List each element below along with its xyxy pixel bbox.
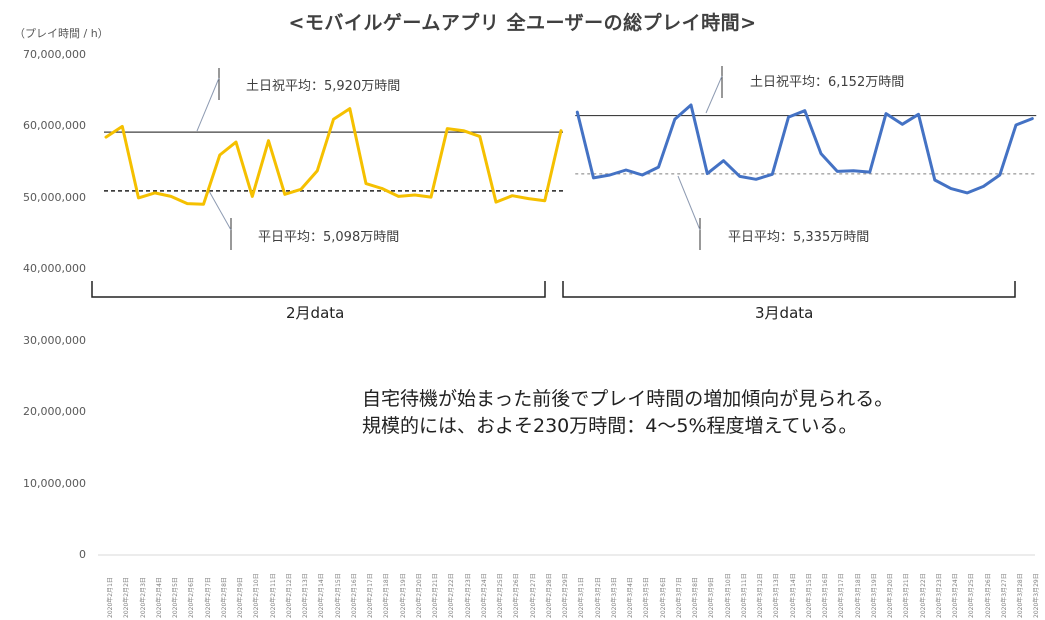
chart-title: <モバイルゲームアプリ 全ユーザーの総プレイ時間>: [288, 12, 757, 34]
y-tick-label: 10,000,000: [23, 476, 86, 490]
feb-brace-label: 2月data: [286, 304, 345, 322]
mar-brace-label: 3月data: [755, 304, 814, 322]
mar-weekend-callout-line: [705, 75, 723, 114]
mar-weekend-average-label: 土日祝平均：6,152万時間: [750, 75, 905, 90]
mar-weekday-average-label: 平日平均：5,335万時間: [728, 230, 870, 245]
feb-weekday-average-label: 平日平均：5,098万時間: [258, 230, 400, 245]
feb-series-line: [104, 107, 563, 206]
y-tick-label: 50,000,000: [23, 190, 86, 204]
comment-line-1: 自宅待機が始まった前後でプレイ時間の増加傾向が見られる。: [362, 388, 894, 410]
y-tick-label: 70,000,000: [23, 48, 86, 61]
y-tick-label: 30,000,000: [23, 333, 86, 347]
mar-weekday-callout-line: [677, 175, 701, 231]
comment-line-2: 規模的には、およそ230万時間：4〜5%程度増えている。: [362, 415, 858, 437]
y-tick-label: 40,000,000: [23, 262, 86, 276]
y-axis-unit-label: （プレイ時間 / h）: [14, 27, 109, 40]
feb-bracket: [91, 281, 546, 298]
y-tick-label: 20,000,000: [23, 405, 86, 419]
feb-weekday-callout-line: [208, 190, 232, 231]
comment-box: 自宅待機が始まった前後でプレイ時間の増加傾向が見られる。 規模的には、およそ23…: [362, 386, 893, 440]
y-tick-label: 0: [79, 548, 86, 561]
mar-series-line: [575, 103, 1034, 195]
y-tick-label: 60,000,000: [23, 119, 86, 133]
feb-weekend-average-label: 土日祝平均：5,920万時間: [246, 79, 401, 94]
feb-weekend-callout-line: [196, 77, 220, 132]
mar-bracket: [562, 281, 1016, 298]
